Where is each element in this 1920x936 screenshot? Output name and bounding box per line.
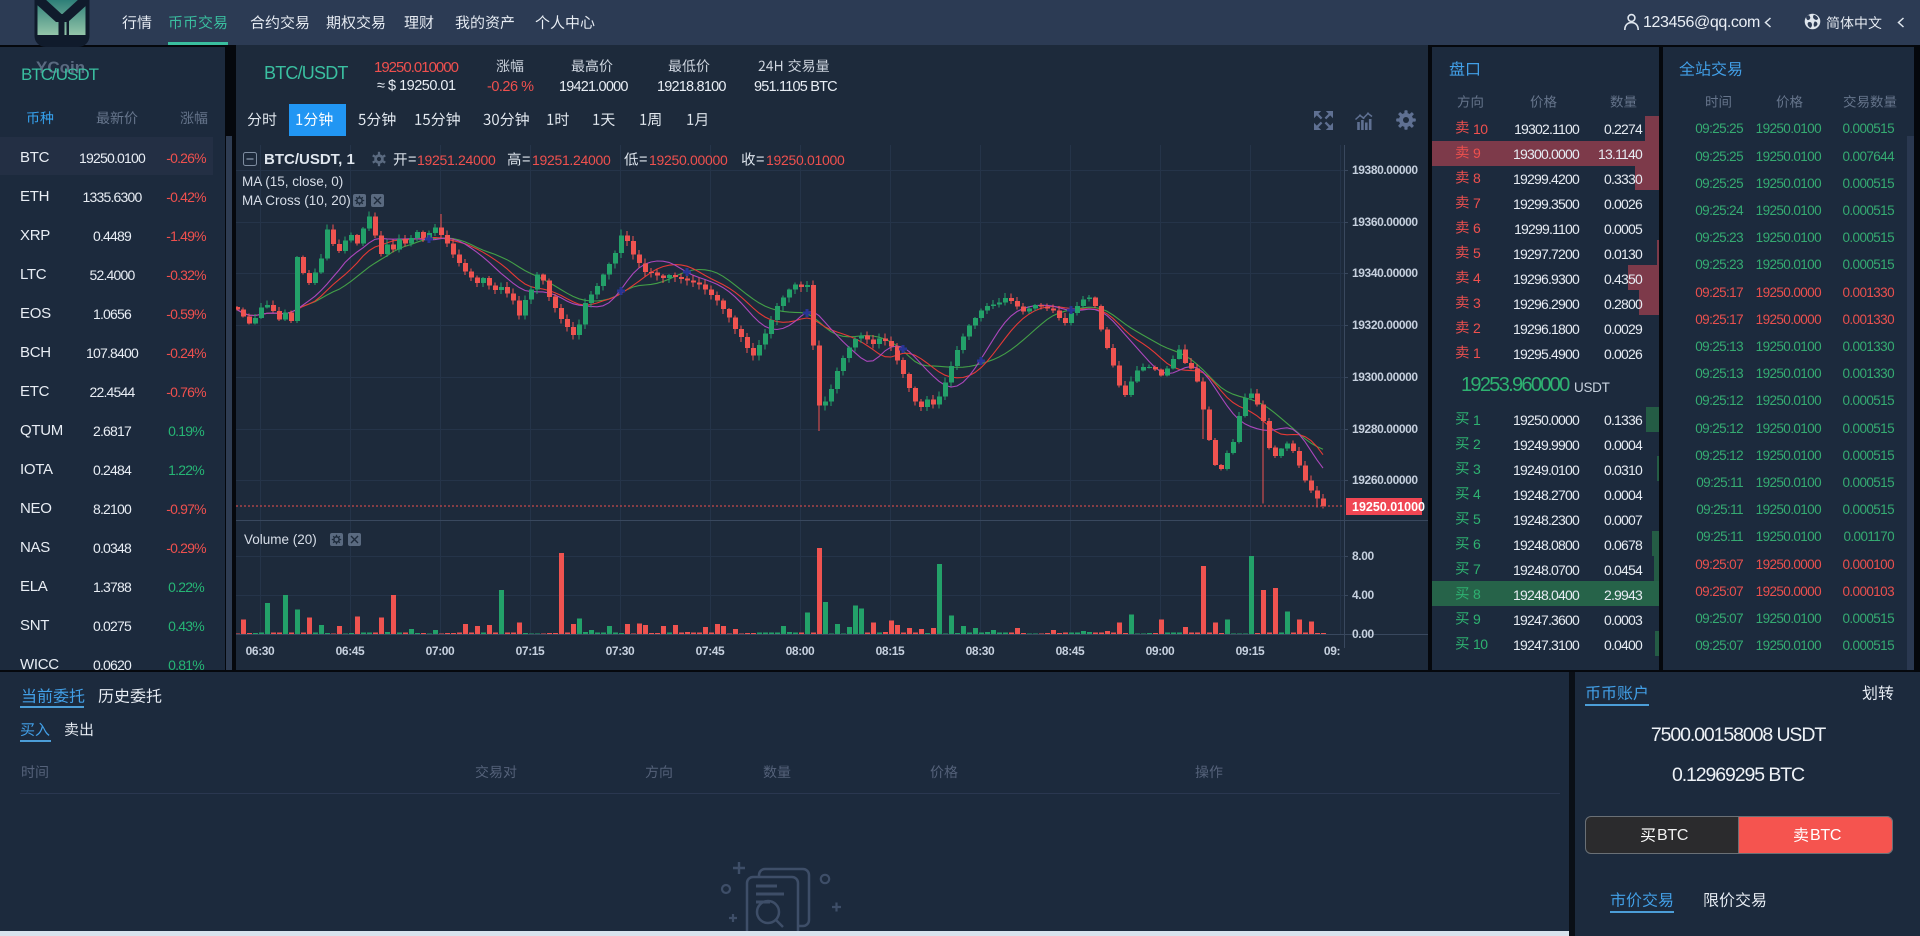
svg-text:07:30: 07:30 [606,644,635,658]
svg-text:08:15: 08:15 [876,644,905,658]
svg-text:19280.00000: 19280.00000 [1352,422,1418,436]
svg-text:08:00: 08:00 [786,644,815,658]
svg-text:19340.00000: 19340.00000 [1352,266,1418,280]
svg-text:19250.01000: 19250.01000 [1352,500,1425,514]
svg-text:19380.00000: 19380.00000 [1352,163,1418,177]
svg-text:09:: 09: [1324,644,1340,658]
svg-text:4.00: 4.00 [1352,588,1374,602]
svg-text:19360.00000: 19360.00000 [1352,215,1418,229]
svg-text:08:30: 08:30 [966,644,995,658]
svg-text:07:00: 07:00 [426,644,455,658]
svg-text:8.00: 8.00 [1352,549,1374,563]
svg-text:09:15: 09:15 [1236,644,1265,658]
svg-text:09:00: 09:00 [1146,644,1175,658]
svg-text:06:30: 06:30 [246,644,275,658]
svg-text:06:45: 06:45 [336,644,365,658]
svg-text:07:45: 07:45 [696,644,725,658]
svg-text:19320.00000: 19320.00000 [1352,318,1418,332]
svg-text:0.00: 0.00 [1352,627,1374,641]
svg-text:19300.00000: 19300.00000 [1352,370,1418,384]
svg-text:07:15: 07:15 [516,644,545,658]
svg-text:19260.00000: 19260.00000 [1352,473,1418,487]
svg-text:08:45: 08:45 [1056,644,1085,658]
